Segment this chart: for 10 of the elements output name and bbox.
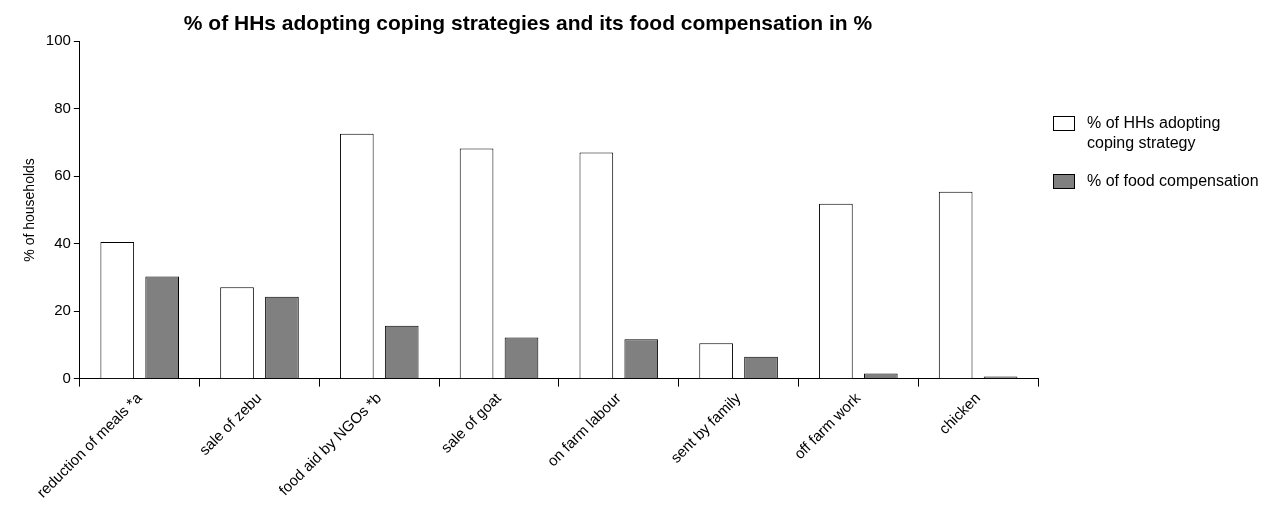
y-tick-label: 60	[54, 166, 71, 184]
y-tick-label: 80	[54, 98, 71, 116]
y-tick-label: 20	[54, 301, 71, 319]
text: % of HHs adopting coping strategy	[1087, 113, 1222, 153]
y-tick-label: 100	[45, 31, 71, 49]
y-tick-label: 40	[54, 233, 71, 251]
chart-title: % of HHs adopting coping strategies and its food compensation in %	[183, 11, 873, 35]
legend-label: % of food compensation	[1087, 171, 1259, 191]
y-tick-label: 0	[62, 368, 71, 386]
y-axis-title: % of households	[21, 158, 38, 262]
